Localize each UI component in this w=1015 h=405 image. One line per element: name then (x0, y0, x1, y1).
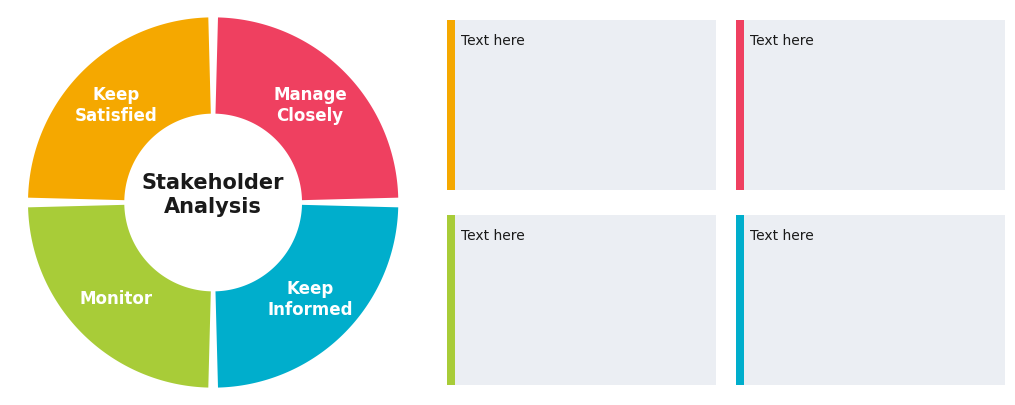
Text: Text here: Text here (750, 229, 814, 243)
Text: Text here: Text here (461, 229, 525, 243)
FancyBboxPatch shape (447, 215, 716, 385)
Text: Keep
Informed: Keep Informed (267, 280, 353, 319)
Text: Monitor: Monitor (80, 290, 153, 308)
Text: Stakeholder
Analysis: Stakeholder Analysis (142, 173, 284, 217)
FancyBboxPatch shape (736, 20, 1005, 190)
Bar (736, 20, 744, 190)
Bar (736, 215, 744, 385)
Text: Text here: Text here (461, 34, 525, 48)
Polygon shape (215, 205, 398, 388)
Bar (447, 215, 455, 385)
FancyBboxPatch shape (447, 20, 716, 190)
Text: Keep
Satisfied: Keep Satisfied (75, 86, 157, 125)
FancyBboxPatch shape (736, 215, 1005, 385)
Polygon shape (215, 17, 398, 200)
Bar (447, 20, 455, 190)
Polygon shape (28, 17, 211, 200)
Polygon shape (28, 205, 211, 388)
Text: Manage
Closely: Manage Closely (273, 86, 347, 125)
Text: Text here: Text here (750, 34, 814, 48)
Circle shape (126, 115, 300, 290)
